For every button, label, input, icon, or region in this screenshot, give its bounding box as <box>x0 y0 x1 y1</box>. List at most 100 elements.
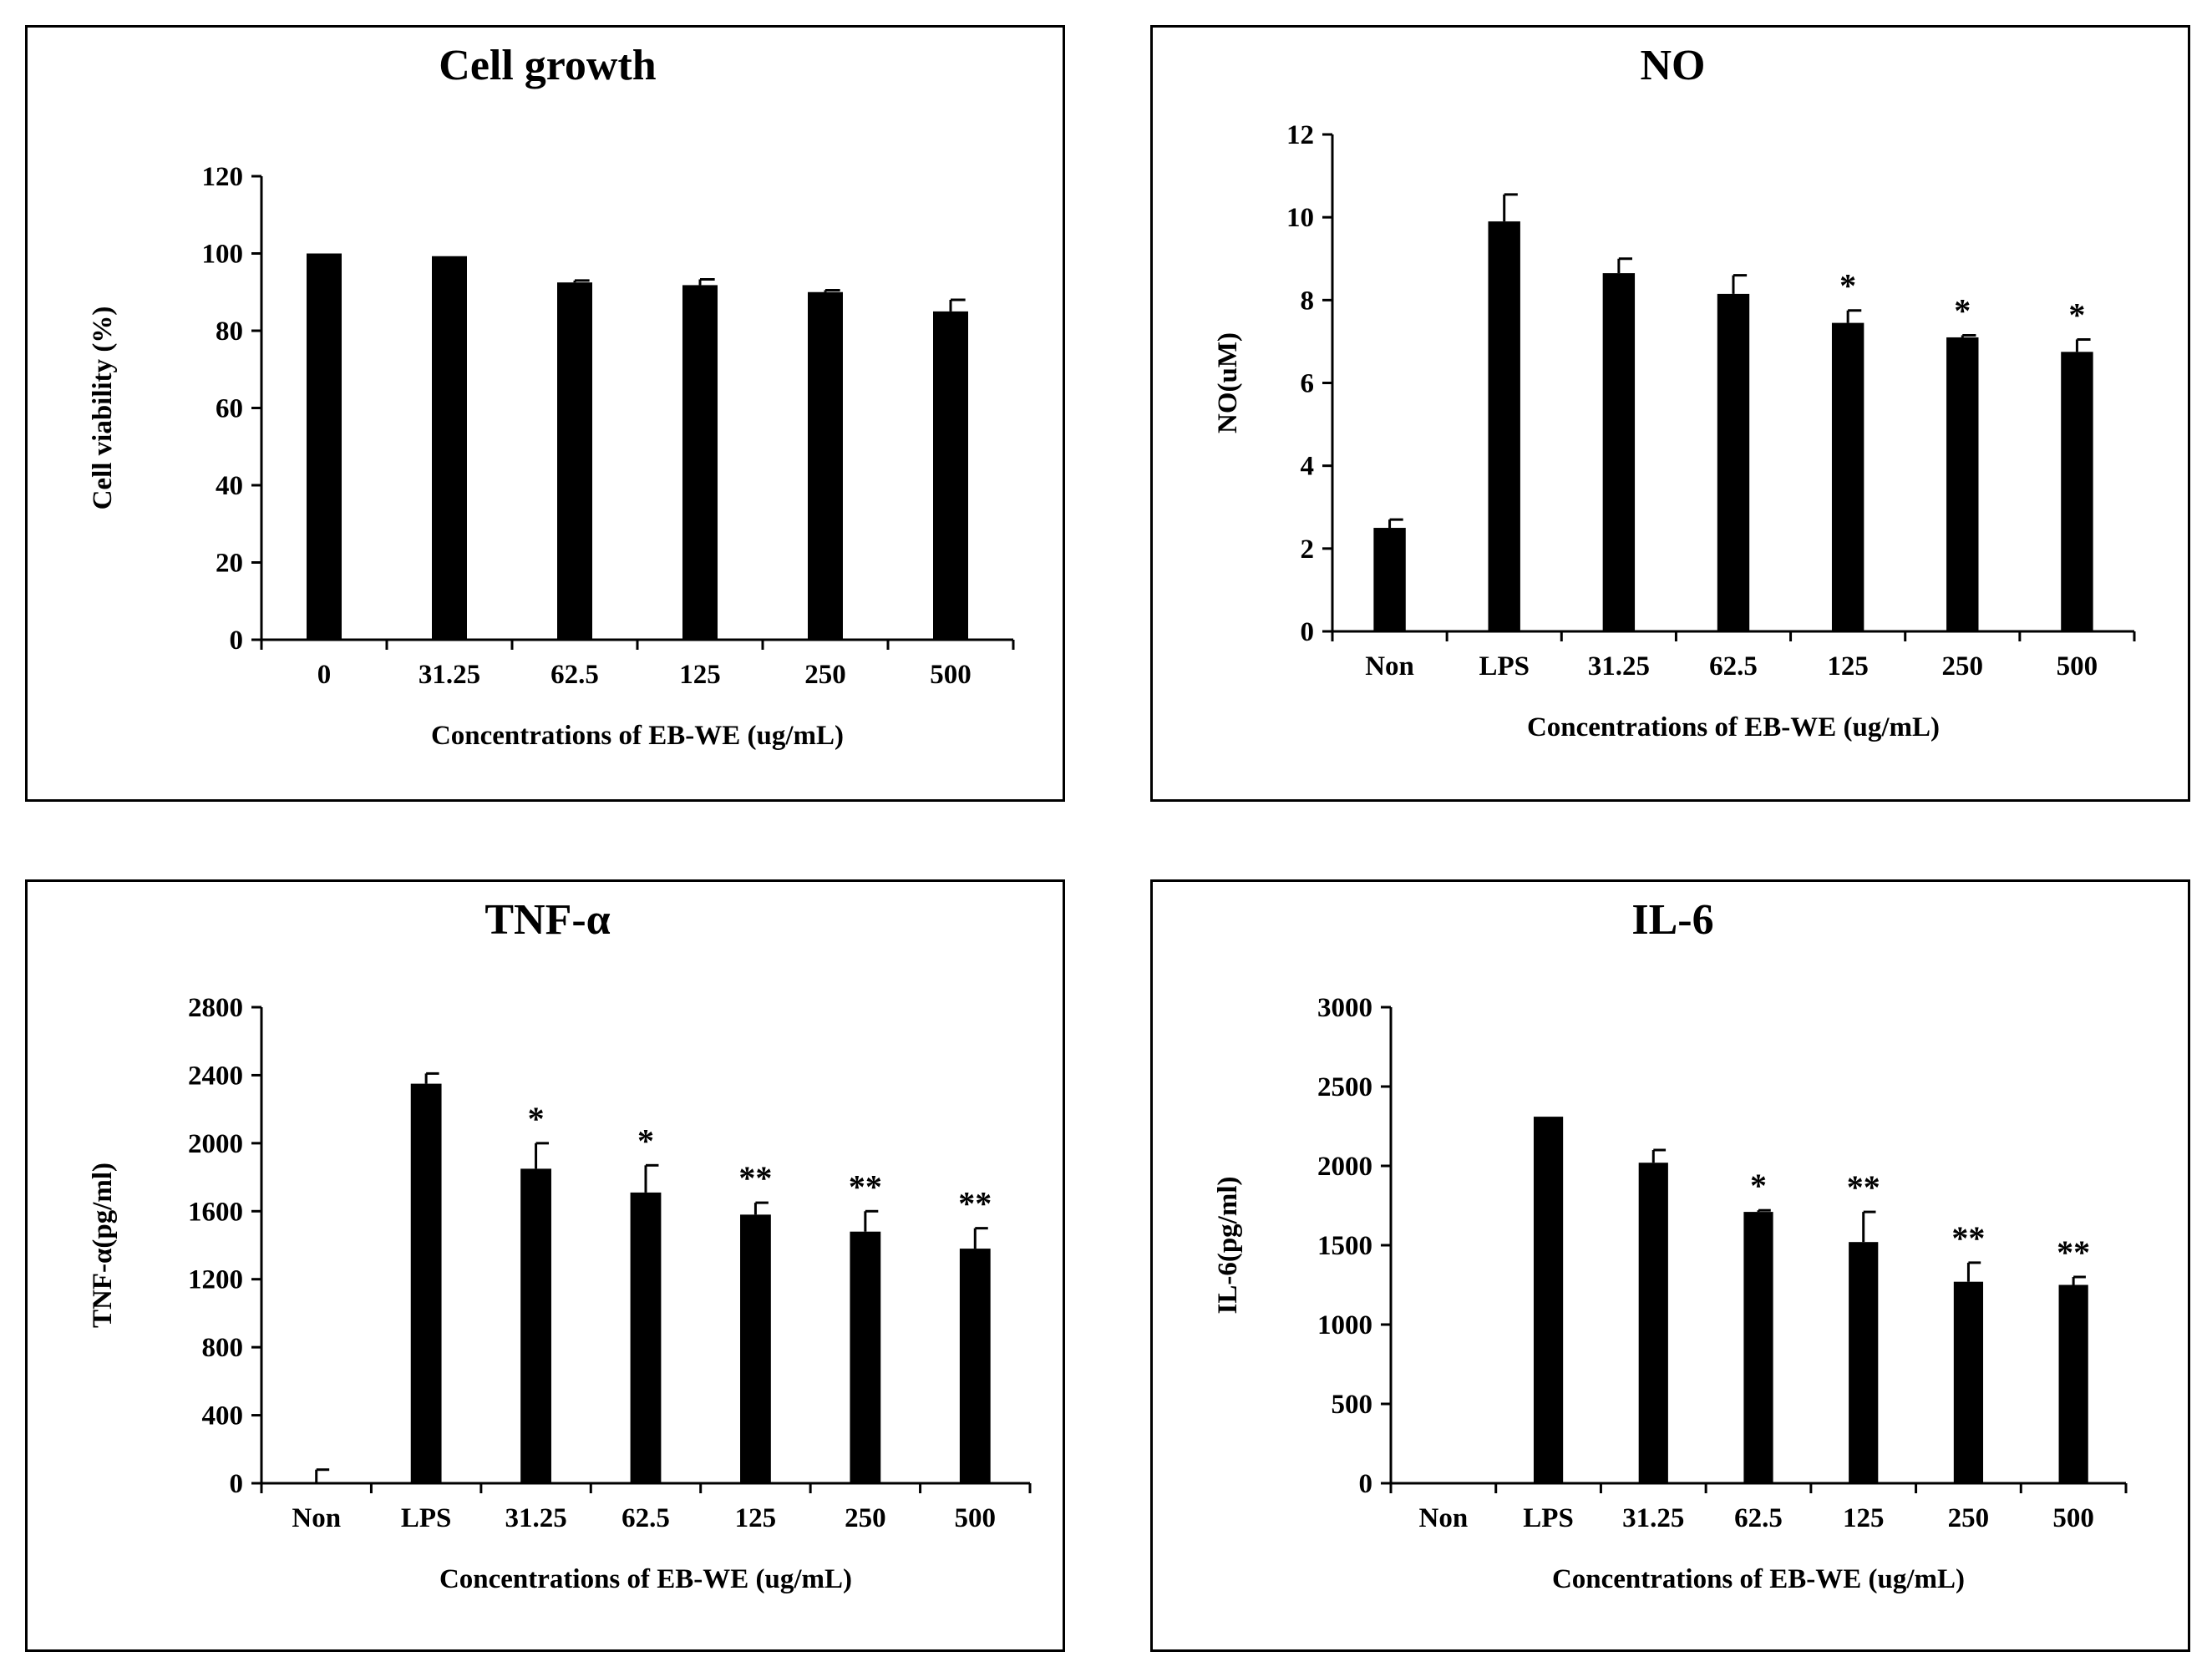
y-tick-label: 1600 <box>188 1197 243 1227</box>
x-tick-label: Non <box>1365 651 1414 681</box>
significance-marker: * <box>1750 1167 1767 1204</box>
significance-marker: * <box>637 1122 654 1159</box>
y-tick-label: 0 <box>230 626 244 656</box>
x-tick-label: 125 <box>1843 1503 1885 1533</box>
chart-panel-tnf-alpha: TNF-α 0 400 800 1200 1600 2000 2400 2800 Non LPS 31… <box>25 879 1065 1652</box>
y-axis-label: IL-6(pg/ml) <box>1213 1177 1243 1315</box>
x-tick-label: 250 <box>1942 651 1984 681</box>
bar <box>682 285 718 640</box>
significance-marker: ** <box>2057 1234 2090 1271</box>
bar <box>1946 337 1979 631</box>
significance-marker: ** <box>1951 1219 1985 1257</box>
y-tick-label: 40 <box>216 471 243 501</box>
bar <box>520 1168 551 1483</box>
y-axis-label: TNF-α(pg/ml) <box>88 1163 118 1328</box>
bar <box>1638 1163 1668 1483</box>
y-tick-label: 0 <box>230 1469 244 1499</box>
bar <box>1717 293 1750 631</box>
y-tick-label: 2500 <box>1317 1072 1372 1102</box>
y-tick-label: 10 <box>1286 203 1314 233</box>
y-tick-label: 2000 <box>188 1129 243 1159</box>
y-tick-label: 3000 <box>1317 993 1372 1023</box>
x-tick-label: 31.25 <box>1588 651 1650 681</box>
y-tick-label: 1200 <box>188 1265 243 1295</box>
x-tick-label: Non <box>1419 1503 1469 1533</box>
bar <box>557 282 592 640</box>
bar <box>630 1192 662 1483</box>
significance-marker: * <box>1839 267 1856 305</box>
bar <box>2061 352 2093 631</box>
y-tick-label: 60 <box>216 394 243 424</box>
y-tick-label: 1500 <box>1317 1231 1372 1261</box>
y-tick-label: 2000 <box>1317 1152 1372 1182</box>
bar <box>1849 1242 1879 1483</box>
x-tick-label: 250 <box>1948 1503 1990 1533</box>
bar <box>850 1231 881 1483</box>
x-tick-label: 500 <box>955 1503 997 1533</box>
y-tick-label: 120 <box>202 162 244 192</box>
significance-marker: ** <box>738 1159 772 1197</box>
y-tick-label: 2800 <box>188 993 243 1023</box>
y-tick-label: 12 <box>1286 120 1314 150</box>
bar <box>959 1249 991 1483</box>
x-tick-label: 125 <box>735 1503 777 1533</box>
y-axis-label: Cell viability (%) <box>88 307 118 510</box>
y-tick-label: 400 <box>202 1401 244 1431</box>
x-axis-label: Concentrations of EB-WE (ug/mL) <box>439 1564 852 1594</box>
y-tick-label: 8 <box>1301 286 1315 316</box>
bar <box>1533 1117 1564 1483</box>
chart-title: IL-6 <box>1631 896 1713 944</box>
x-tick-label: 31.25 <box>1622 1503 1684 1533</box>
y-tick-label: 100 <box>202 240 244 270</box>
bar <box>410 1083 442 1483</box>
bar <box>933 311 968 640</box>
chart-il-6: IL-6 0 500 1000 1500 2000 2500 3000 Non LPS 31.25 6… <box>1213 896 2128 1594</box>
y-tick-label: 1000 <box>1317 1310 1372 1340</box>
x-tick-label: 125 <box>679 660 721 690</box>
x-tick-label: 31.25 <box>505 1503 566 1533</box>
y-tick-label: 6 <box>1301 369 1315 399</box>
x-tick-label: 250 <box>804 660 846 690</box>
significance-marker: ** <box>849 1168 882 1205</box>
y-tick-label: 20 <box>216 549 243 579</box>
x-axis-label: Concentrations of EB-WE (ug/mL) <box>1552 1564 1965 1594</box>
chart-panel-il-6: IL-6 0 500 1000 1500 2000 2500 3000 Non LPS 31.25 6… <box>1150 879 2190 1652</box>
significance-marker: * <box>2068 296 2085 333</box>
x-tick-label: 31.25 <box>419 660 480 690</box>
chart-tnf-alpha: TNF-α 0 400 800 1200 1600 2000 2400 2800 Non LPS 31… <box>88 896 1032 1594</box>
y-tick-label: 2400 <box>188 1061 243 1091</box>
bar <box>1831 322 1864 631</box>
x-axis-label: Concentrations of EB-WE (ug/mL) <box>1527 712 1940 742</box>
significance-marker: ** <box>958 1185 992 1223</box>
y-tick-label: 800 <box>202 1333 244 1363</box>
x-tick-label: 62.5 <box>1709 651 1758 681</box>
chart-panel-cell-growth: Cell growth 0 20 40 60 80 100 120 0 31.25 62.5 125 2… <box>25 25 1065 802</box>
bar <box>808 291 843 640</box>
chart-title: NO <box>1641 42 1706 89</box>
x-tick-label: 0 <box>317 660 332 690</box>
bar <box>740 1214 771 1483</box>
x-tick-label: 62.5 <box>550 660 599 690</box>
x-tick-label: LPS <box>1479 651 1530 681</box>
x-tick-label: LPS <box>1523 1503 1574 1533</box>
y-tick-label: 4 <box>1301 452 1315 482</box>
x-axis-label: Concentrations of EB-WE (ug/mL) <box>431 721 844 751</box>
chart-cell-growth: Cell growth 0 20 40 60 80 100 120 0 31.25 62.5 125 2… <box>88 42 1015 751</box>
x-tick-label: 125 <box>1827 651 1869 681</box>
x-tick-label: 62.5 <box>621 1503 670 1533</box>
y-axis-label: NO(uM) <box>1213 332 1243 433</box>
y-tick-label: 80 <box>216 317 243 347</box>
bar <box>1953 1281 1984 1483</box>
significance-marker: * <box>528 1100 545 1137</box>
x-tick-label: 62.5 <box>1734 1503 1783 1533</box>
chart-title: TNF-α <box>485 896 610 944</box>
bar <box>432 256 467 640</box>
x-tick-label: LPS <box>401 1503 452 1533</box>
bar <box>1743 1212 1773 1483</box>
y-tick-label: 0 <box>1359 1469 1373 1499</box>
bar <box>1602 273 1636 631</box>
chart-no: NO 0 2 4 6 8 10 12 Non LPS 31.25 62.5 125 * 250 * 500 * Co… <box>1213 42 2136 742</box>
x-tick-label: 500 <box>930 660 972 690</box>
y-tick-label: 500 <box>1332 1390 1373 1420</box>
chart-title: Cell growth <box>439 42 657 89</box>
